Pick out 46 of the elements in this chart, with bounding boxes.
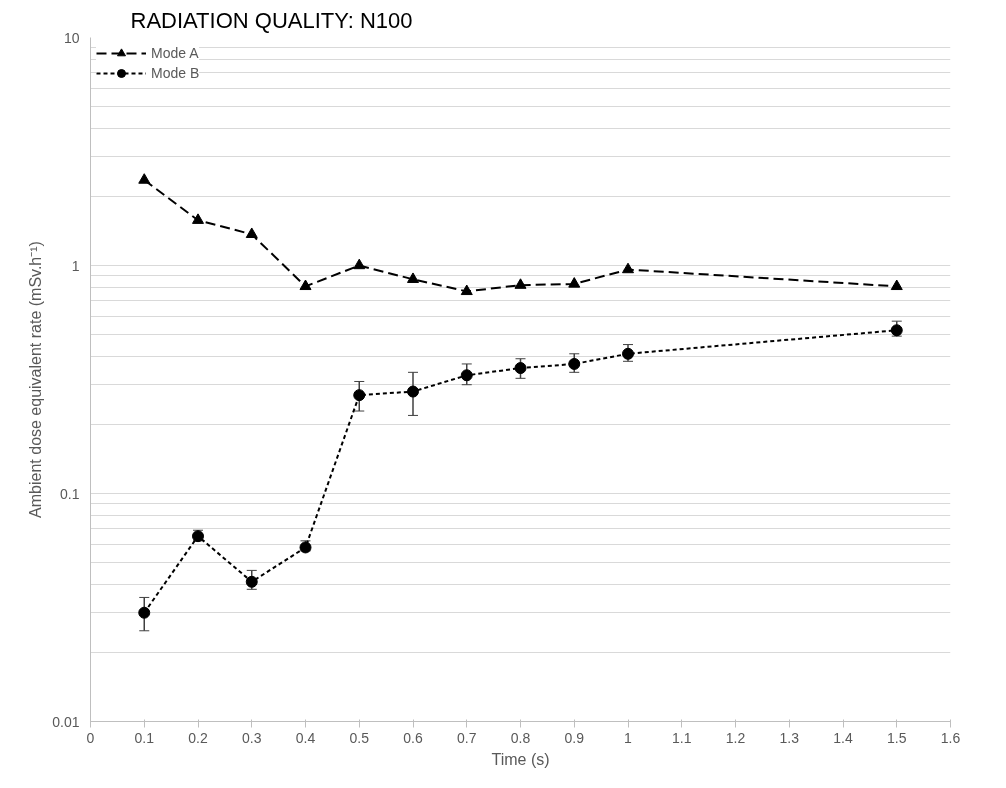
- y-tick-label: 0.1: [60, 485, 80, 502]
- point: [138, 173, 151, 184]
- legend-label: Mode A: [151, 45, 199, 61]
- point: [407, 272, 419, 283]
- x-tick-label: 1.6: [940, 729, 961, 746]
- x-tick-label: 1.3: [779, 729, 800, 746]
- point: [890, 279, 903, 291]
- x-tick-label: 0.5: [349, 729, 370, 746]
- point: [514, 362, 527, 375]
- point: [192, 213, 204, 224]
- x-tick-label: 0.6: [403, 729, 423, 746]
- chart-title: RADIATION QUALITY: N100: [130, 7, 413, 33]
- point: [299, 279, 312, 291]
- x-tick-label: 0.7: [457, 729, 477, 746]
- x-tick-label: 1.4: [833, 729, 853, 746]
- point: [890, 324, 903, 337]
- point: [460, 284, 473, 296]
- point: [460, 369, 473, 382]
- y-tick-label: 1: [71, 257, 80, 274]
- point: [622, 347, 634, 360]
- x-axis-title: Time (s): [491, 750, 550, 768]
- point: [245, 575, 258, 588]
- x-tick-label: 1: [624, 729, 633, 746]
- y-tick-label: 10: [63, 29, 80, 46]
- point: [353, 389, 366, 402]
- x-tick-label: 0.1: [134, 729, 155, 746]
- legend-label: Mode B: [151, 65, 200, 81]
- point: [353, 258, 366, 270]
- point: [138, 606, 151, 619]
- point: [407, 385, 419, 398]
- x-tick-label: 0: [86, 729, 95, 746]
- x-tick-label: 0.2: [188, 729, 208, 746]
- point: [245, 227, 258, 238]
- x-tick-label: 1.2: [725, 729, 746, 746]
- point: [568, 357, 581, 370]
- x-tick-label: 1.1: [672, 729, 692, 746]
- x-tick-label: 0.8: [510, 729, 531, 746]
- point: [622, 262, 634, 274]
- y-tick-label: 0.01: [52, 713, 80, 730]
- x-tick-label: 0.4: [295, 729, 316, 746]
- x-tick-label: 1.5: [887, 729, 907, 746]
- y-axis-title: Ambient dose equivalent rate (mSv.h⁻¹): [27, 241, 45, 518]
- x-tick-label: 0.9: [564, 729, 585, 746]
- point: [568, 277, 581, 288]
- x-tick-label: 0.3: [242, 729, 262, 746]
- point: [514, 278, 527, 289]
